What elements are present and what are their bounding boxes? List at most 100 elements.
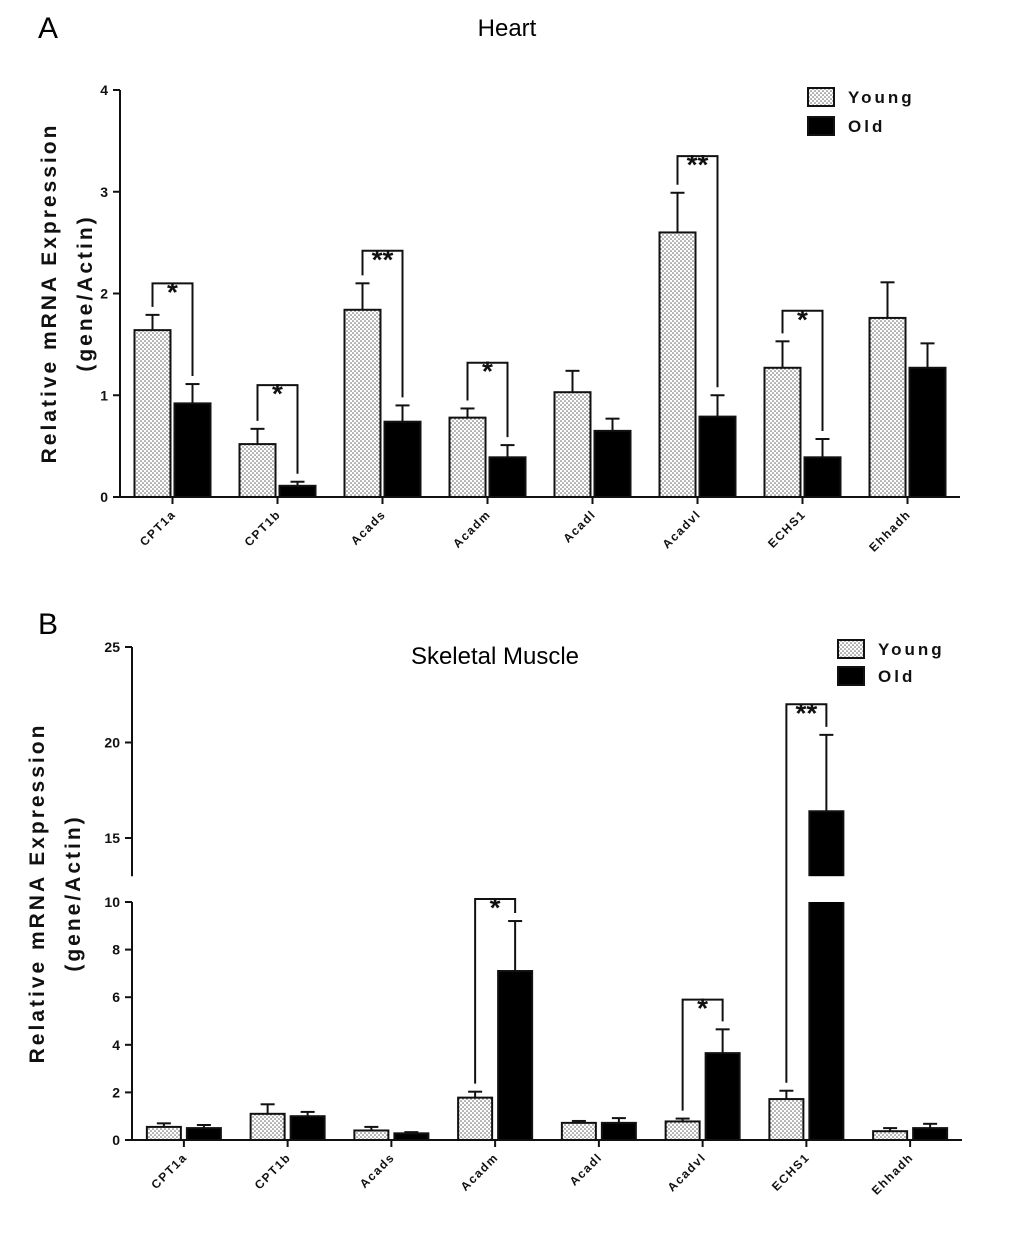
bar-young-acadvl	[664, 1120, 701, 1142]
legend-swatch-young	[807, 87, 835, 107]
x-tick-label: CPT1b	[252, 1150, 294, 1192]
bar-young-acadm	[448, 416, 487, 499]
x-tick-label: Acadl	[560, 507, 598, 545]
bar-old-cpt1a	[173, 402, 212, 499]
significance-marker: *	[490, 892, 501, 923]
bar-old-acadm	[497, 970, 534, 1142]
legend-label-young: Young	[848, 88, 915, 107]
x-tick-label: Ehhadh	[866, 507, 913, 554]
skeletal-muscle-chart: 0 2 4 6 8 10 15 20 25 CPT1a CPT1b Acads Acadm Acadl Ac…	[104, 639, 962, 1198]
significance-marker: *	[167, 276, 178, 307]
significance-bracket	[361, 249, 404, 398]
x-tick-label: Acadvl	[665, 1150, 709, 1194]
heart-chart: 0 1 2 3 4 CPT1a CPT1b Acads Acadm Acadl Acadvl ECHS…	[100, 82, 960, 555]
panel-b-ylabel-unit: (gene/Actin)	[62, 814, 85, 971]
y-tick-label: 2	[100, 286, 108, 302]
bar-old-ehhadh	[912, 1127, 949, 1141]
x-tick-label: Acadl	[567, 1150, 605, 1188]
bar-old-echs1	[808, 810, 845, 1141]
significance-marker: *	[797, 304, 808, 335]
bar-young-echs1	[768, 1098, 805, 1141]
bar-old-acadl	[593, 429, 632, 498]
significance-marker: *	[272, 378, 283, 409]
panel-b-title: Skeletal Muscle	[411, 643, 579, 670]
y-tick-label: 4	[100, 82, 108, 98]
y-tick-label: 0	[100, 489, 108, 505]
x-tick-label: Acads	[348, 507, 389, 548]
legend-swatch-young	[837, 639, 865, 659]
significance-bracket	[781, 309, 824, 432]
legend-label-young: Young	[878, 640, 945, 659]
legend-label-old: Old	[878, 667, 915, 686]
legend-swatch-old	[807, 116, 835, 136]
panel-a-label: A	[38, 12, 58, 45]
significance-marker: *	[697, 993, 708, 1024]
bar-young-acadl	[553, 391, 592, 499]
significance-bracket	[785, 703, 828, 1083]
x-tick-label: Acadm	[450, 507, 493, 550]
bar-young-cpt1a	[145, 1125, 182, 1142]
y-tick-label: 1	[100, 387, 108, 403]
bar-young-cpt1b	[238, 443, 277, 498]
x-tick-label: Ehhadh	[869, 1150, 916, 1197]
panel-b-label: B	[38, 608, 58, 641]
panel-a-ylabel: Relative mRNA Expression	[38, 123, 61, 464]
y-tick-label: 6	[112, 989, 120, 1005]
significance-marker: **	[372, 244, 394, 275]
y-tick-label: 2	[112, 1084, 120, 1100]
panel-a-ylabel-unit: (gene/Actin)	[74, 214, 97, 371]
x-tick-label: CPT1a	[148, 1150, 190, 1192]
x-tick-label: ECHS1	[765, 507, 808, 550]
bar-old-ehhadh	[908, 366, 947, 498]
x-tick-label: Acads	[357, 1150, 398, 1191]
y-tick-label: 3	[100, 184, 108, 200]
x-tick-label: CPT1a	[137, 507, 179, 549]
x-tick-label: ECHS1	[769, 1150, 812, 1193]
legend-label-old: Old	[848, 117, 885, 136]
bar-old-acadvl	[698, 415, 737, 498]
significance-bracket	[256, 384, 299, 474]
significance-bracket	[681, 998, 724, 1111]
significance-bracket	[474, 898, 517, 1084]
bar-old-acads	[393, 1132, 430, 1142]
bar-young-acads	[343, 308, 382, 498]
bar-old-cpt1b	[278, 484, 317, 498]
bar-old-acadvl	[704, 1052, 741, 1142]
significance-marker: **	[795, 697, 817, 728]
bar-young-cpt1b	[249, 1112, 286, 1141]
axis-break-gap	[806, 876, 847, 902]
bar-old-acads	[383, 420, 422, 498]
bar-young-acadm	[457, 1096, 494, 1141]
bar-young-echs1	[763, 366, 802, 498]
y-tick-label: 8	[112, 942, 120, 958]
significance-bracket	[151, 282, 194, 377]
y-tick-label: 15	[104, 830, 120, 846]
x-tick-label: Acadm	[458, 1150, 501, 1193]
bar-young-cpt1a	[133, 329, 172, 498]
bar-young-acadvl	[658, 231, 697, 498]
significance-marker: **	[687, 149, 709, 180]
significance-bracket	[466, 361, 509, 438]
bar-old-cpt1a	[185, 1127, 222, 1141]
bar-young-ehhadh	[868, 316, 907, 499]
bar-old-acadm	[488, 456, 527, 499]
y-tick-label: 25	[104, 639, 120, 655]
y-tick-label: 4	[112, 1037, 120, 1053]
bar-young-ehhadh	[872, 1130, 909, 1141]
significance-bracket	[676, 155, 719, 388]
y-tick-label: 0	[112, 1132, 120, 1148]
bar-old-cpt1b	[289, 1115, 326, 1141]
bar-old-echs1	[803, 456, 842, 499]
y-tick-label: 20	[104, 735, 120, 751]
x-tick-label: CPT1b	[242, 507, 284, 549]
panel-a-title: Heart	[478, 15, 537, 42]
significance-marker: *	[482, 356, 493, 387]
bar-old-acadl	[600, 1121, 637, 1142]
bar-young-acads	[353, 1129, 390, 1141]
legend-swatch-old	[837, 666, 865, 686]
panel-b-ylabel: Relative mRNA Expression	[26, 723, 49, 1064]
x-tick-label: Acadvl	[660, 507, 704, 551]
y-tick-label: 10	[104, 894, 120, 910]
bar-young-acadl	[560, 1121, 597, 1142]
